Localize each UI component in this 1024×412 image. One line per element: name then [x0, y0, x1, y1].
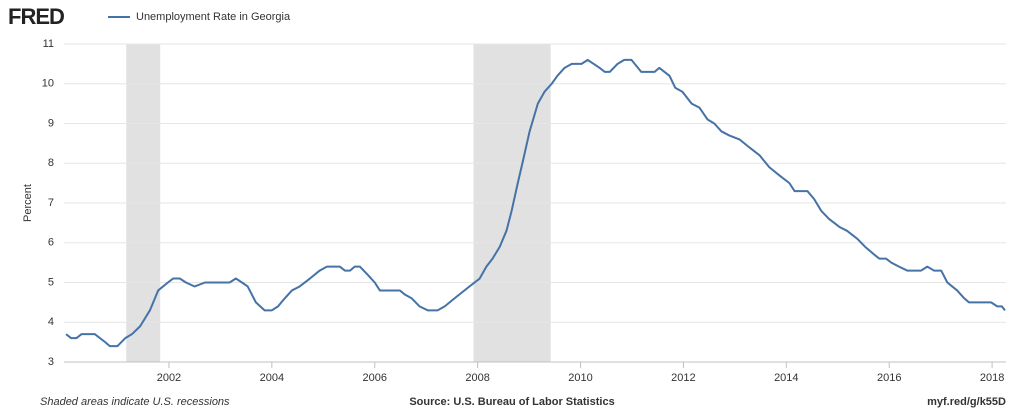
x-tick-label: 2014	[774, 372, 798, 384]
footnote: Shaded areas indicate U.S. recessions	[40, 396, 230, 408]
y-tick-label: 8	[48, 157, 54, 169]
x-tick-label: 2006	[362, 372, 386, 384]
y-tick-label: 6	[48, 237, 54, 249]
y-tick-label: 9	[48, 117, 54, 129]
logo: FRED	[8, 4, 64, 29]
legend-label: Unemployment Rate in Georgia	[136, 11, 291, 23]
y-tick-label: 10	[42, 78, 54, 90]
x-tick-label: 2016	[877, 372, 901, 384]
source: Source: U.S. Bureau of Labor Statistics	[409, 396, 614, 408]
x-tick-label: 2004	[260, 372, 284, 384]
x-tick-label: 2008	[465, 372, 489, 384]
link[interactable]: myf.red/g/k55D	[927, 396, 1006, 408]
y-tick-label: 5	[48, 276, 54, 288]
series-line	[65, 58, 1006, 348]
y-axis-label: Percent	[22, 184, 34, 222]
x-tick-label: 2010	[568, 372, 592, 384]
x-tick-label: 2002	[157, 372, 181, 384]
y-tick-label: 11	[43, 38, 54, 50]
x-tick-label: 2018	[980, 372, 1004, 384]
x-tick-label: 2012	[671, 372, 695, 384]
y-tick-label: 4	[48, 316, 54, 328]
y-tick-label: 3	[48, 356, 54, 368]
y-tick-label: 7	[48, 197, 54, 209]
